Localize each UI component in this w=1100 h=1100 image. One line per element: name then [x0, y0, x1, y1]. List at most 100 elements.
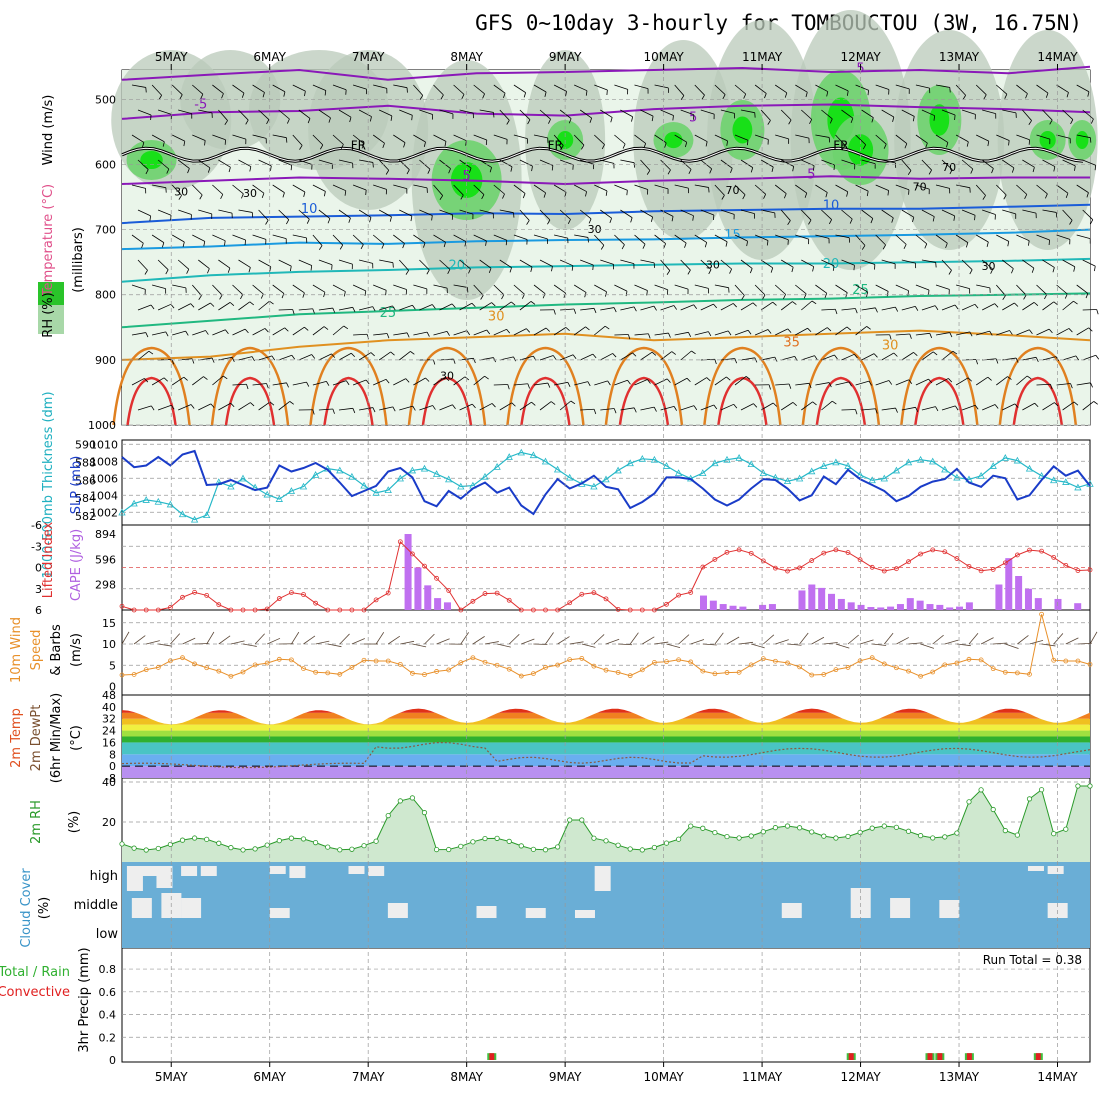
wind-barb	[815, 234, 830, 239]
wind-barb-flag	[832, 400, 837, 405]
wind-barb-flag	[873, 353, 878, 358]
wind-barb-flag	[522, 193, 526, 199]
wind-speed-point	[652, 660, 657, 665]
wind-barb-flag	[945, 243, 948, 249]
wind-barb	[982, 209, 996, 215]
wind-barb	[996, 376, 1008, 386]
wind-barb-flag	[632, 352, 637, 357]
precip-conv-bar	[1035, 1053, 1041, 1060]
rh-label: 30	[982, 260, 996, 273]
rh-point	[421, 810, 428, 816]
temperature-label: 15	[724, 228, 741, 243]
wind-barb	[559, 159, 574, 166]
wind-barb-flag	[372, 407, 376, 413]
rh-point	[554, 844, 561, 850]
thickness-point	[1062, 478, 1070, 485]
temperature-label: 35	[783, 335, 800, 350]
wind-barb	[332, 284, 346, 292]
wind-barb-flag	[326, 381, 330, 386]
wind-barb	[1056, 383, 1071, 386]
wind-barb-flag	[870, 218, 874, 224]
wind-barb-flag	[1053, 166, 1056, 172]
cape-bar	[926, 604, 934, 610]
label-slp: SLP (mb)	[69, 456, 84, 515]
wind-barb	[720, 209, 735, 215]
wind-barb-flag	[304, 91, 306, 97]
wind-barb-flag	[828, 382, 832, 388]
rh-point	[397, 798, 403, 804]
wind-barb	[198, 259, 210, 269]
wind-barb	[774, 184, 787, 194]
wind-barb	[634, 379, 648, 386]
lifted-index-point	[809, 558, 815, 563]
wind-barb-flag	[788, 119, 792, 125]
thickness-point	[856, 471, 864, 478]
wind-barb-flag	[480, 295, 484, 300]
wind-barb-flag	[468, 268, 471, 274]
wind-barb-flag	[207, 167, 211, 173]
wind-speed-point	[869, 655, 875, 661]
wind-barb	[272, 184, 285, 193]
wind-barb-10m	[387, 635, 401, 645]
wind-barb-flag	[907, 170, 912, 175]
wind-barb	[433, 84, 444, 96]
wind-barb	[238, 301, 251, 311]
cloud-level-high: high	[90, 869, 118, 884]
wind-barb	[956, 184, 970, 189]
wind-barb	[821, 400, 833, 411]
wind-barb-flag	[587, 381, 591, 387]
temperature-label: 10	[823, 199, 840, 214]
wind-barb-10m	[424, 633, 435, 645]
rh-point	[700, 825, 706, 831]
wind-barb	[714, 84, 726, 95]
cape-bar	[739, 606, 747, 610]
wind-barb-flag	[970, 168, 974, 174]
wind-barb-flag	[621, 244, 625, 250]
wind-barb	[473, 134, 487, 141]
wind-barb	[1002, 209, 1016, 215]
wind-barb-flag	[613, 408, 617, 414]
lifted-index-point	[603, 596, 609, 602]
wind-barb	[1016, 329, 1030, 336]
wind-barb	[238, 259, 251, 268]
wind-barb-flag	[444, 377, 450, 381]
wind-barb	[533, 184, 546, 194]
wind-barb	[399, 109, 413, 116]
wind-speed-point	[579, 656, 585, 661]
pressure-tick: 800	[95, 289, 116, 302]
wind-barb	[961, 109, 976, 115]
lifted-index-point	[301, 592, 306, 597]
wind-barb	[654, 134, 667, 144]
wind-barb-flag	[861, 245, 866, 250]
wind-barb-flag	[949, 169, 953, 175]
wind-barb-flag	[663, 243, 667, 249]
day-gridlines	[170, 64, 1059, 1067]
wind-barb	[875, 234, 886, 246]
wind-barb-flag	[612, 353, 617, 358]
wind-barb	[640, 109, 654, 117]
wind-barb	[1016, 234, 1030, 242]
lifted-index-point	[1087, 567, 1093, 573]
wind-barb	[359, 159, 373, 163]
rh-point	[542, 847, 549, 853]
wind-barb	[493, 284, 505, 296]
wind-barb-flag	[643, 143, 647, 149]
wind-barb	[238, 209, 253, 213]
wind-barb	[137, 259, 148, 271]
thickness-point	[348, 472, 356, 480]
wind-barb	[700, 109, 715, 115]
isotherm-line	[121, 65, 1091, 81]
wind-barb-flag	[241, 193, 244, 199]
wind-barb	[594, 134, 605, 145]
rh-point	[784, 823, 791, 829]
wind-barb	[680, 209, 694, 217]
wind-barb-flag	[764, 93, 767, 99]
temperature-label: 10	[301, 202, 318, 217]
wind-barb-flag	[545, 327, 550, 332]
wind-barb-flag	[693, 405, 698, 411]
wind-barb	[252, 84, 265, 93]
wind-barb-flag	[809, 119, 813, 125]
wind-barb-flag	[886, 291, 889, 297]
wind-barb	[961, 209, 976, 216]
